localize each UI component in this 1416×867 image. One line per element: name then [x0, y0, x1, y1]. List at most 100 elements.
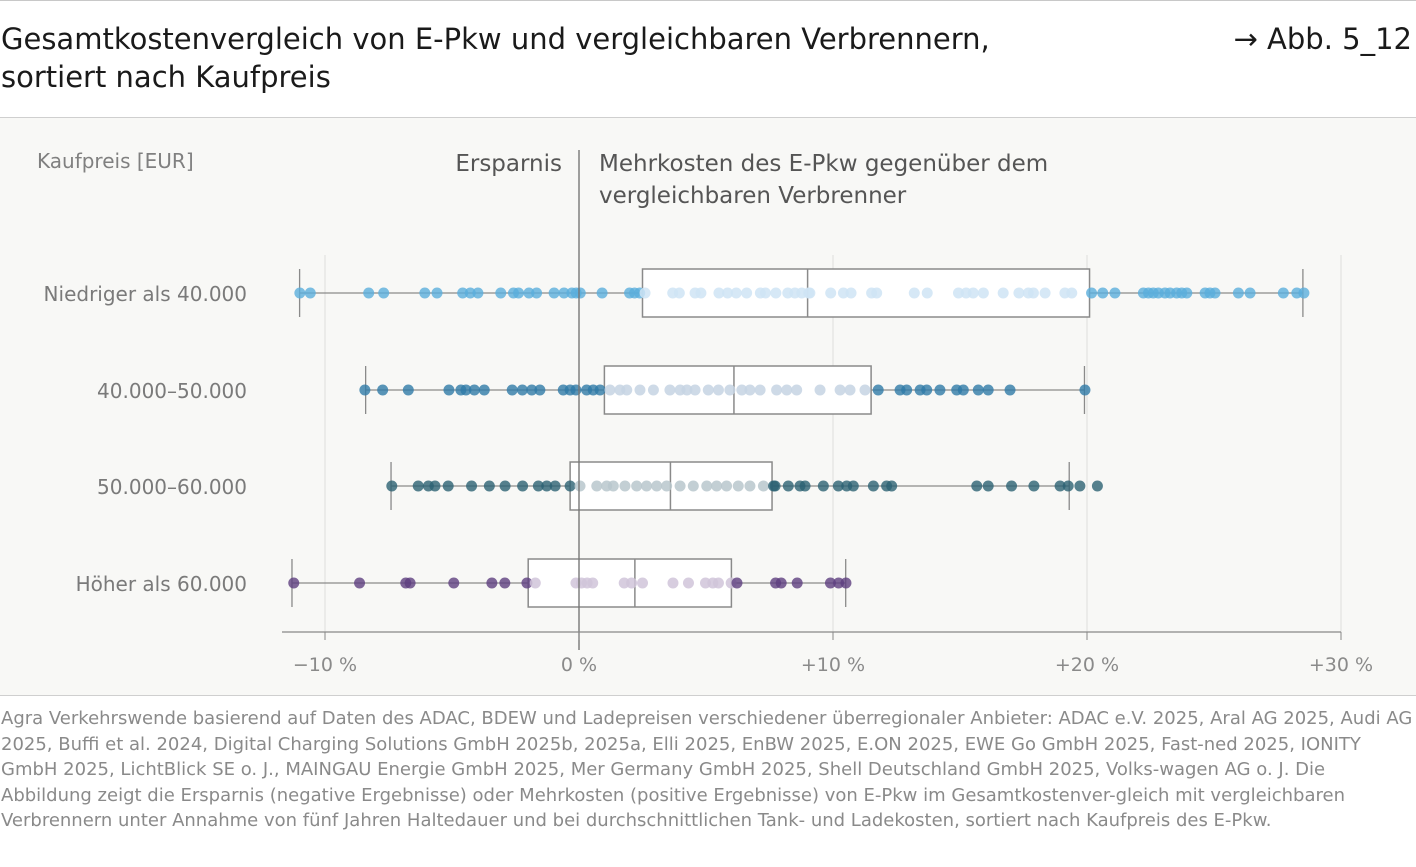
- data-point: [687, 480, 699, 492]
- data-point: [1004, 384, 1016, 396]
- data-point: [695, 287, 707, 299]
- data-point: [574, 287, 586, 299]
- data-point: [294, 287, 306, 299]
- data-point: [782, 480, 794, 492]
- data-point: [532, 480, 544, 492]
- y-axis-label: Kaufpreis [EUR]: [37, 149, 194, 173]
- data-point: [712, 384, 724, 396]
- data-point: [847, 480, 859, 492]
- data-point: [472, 287, 484, 299]
- data-point: [570, 384, 582, 396]
- data-point: [673, 287, 685, 299]
- data-point: [517, 480, 529, 492]
- category-label: Höher als 60.000: [76, 572, 247, 596]
- data-point: [596, 287, 608, 299]
- data-point: [1209, 287, 1221, 299]
- data-point: [804, 287, 816, 299]
- figure-reference: → Abb. 5_12: [1233, 22, 1412, 56]
- data-point: [921, 287, 933, 299]
- source-note: Agra Verkehrswende basierend auf Daten d…: [1, 708, 1413, 831]
- data-point: [674, 480, 686, 492]
- chart-title: Gesamtkostenvergleich von E-Pkw und verg…: [1, 20, 990, 96]
- data-point: [523, 287, 535, 299]
- data-point: [971, 480, 983, 492]
- data-point: [661, 480, 673, 492]
- data-point: [404, 577, 416, 589]
- data-point: [513, 287, 525, 299]
- data-point: [419, 287, 431, 299]
- data-point: [681, 384, 693, 396]
- data-point: [908, 287, 920, 299]
- data-point: [431, 287, 443, 299]
- data-point: [1232, 287, 1244, 299]
- data-point: [468, 384, 480, 396]
- data-point: [549, 480, 561, 492]
- data-point: [412, 480, 424, 492]
- data-point: [1244, 287, 1256, 299]
- data-point: [637, 577, 648, 589]
- data-point: [832, 480, 844, 492]
- data-point: [564, 480, 576, 492]
- x-tick-label: +20 %: [1055, 654, 1119, 676]
- data-point: [1062, 480, 1074, 492]
- data-point: [867, 480, 879, 492]
- data-point: [1006, 480, 1018, 492]
- data-point: [982, 480, 994, 492]
- data-point: [845, 287, 857, 299]
- savings-annotation: Ersparnis: [455, 151, 562, 177]
- data-point: [967, 287, 979, 299]
- data-point: [901, 384, 913, 396]
- data-point: [607, 480, 619, 492]
- data-point: [631, 480, 643, 492]
- data-point: [689, 384, 701, 396]
- data-point: [402, 384, 414, 396]
- data-point: [604, 384, 616, 396]
- data-point: [531, 287, 543, 299]
- data-point: [701, 480, 713, 492]
- x-axis: −10 % 0 % +10 % +20 % +30 %: [282, 631, 1373, 676]
- data-point: [529, 577, 541, 589]
- data-point: [521, 577, 533, 589]
- data-point: [791, 577, 803, 589]
- data-point: [506, 384, 518, 396]
- title-line-2: sortiert nach Kaufpreis: [1, 60, 331, 94]
- data-point: [558, 287, 570, 299]
- data-point: [634, 384, 646, 396]
- data-point: [621, 384, 633, 396]
- data-point: [639, 287, 651, 299]
- data-point: [886, 480, 898, 492]
- title-line-1: Gesamtkostenvergleich von E-Pkw und verg…: [1, 22, 990, 56]
- data-point: [711, 480, 723, 492]
- data-point: [1054, 480, 1066, 492]
- data-point: [771, 384, 783, 396]
- data-point: [859, 384, 871, 396]
- data-point: [825, 287, 837, 299]
- data-point: [834, 384, 846, 396]
- data-point: [1086, 287, 1098, 299]
- data-point: [982, 384, 994, 396]
- data-point: [541, 480, 553, 492]
- x-tick-label: −10 %: [293, 654, 357, 676]
- data-point: [591, 480, 603, 492]
- data-point: [1181, 287, 1193, 299]
- data-point: [744, 480, 756, 492]
- data-point: [871, 287, 883, 299]
- data-point: [1097, 287, 1109, 299]
- data-point: [730, 287, 742, 299]
- data-point: [594, 384, 606, 396]
- data-point: [304, 287, 316, 299]
- category-label: Niedriger als 40.000: [44, 282, 247, 306]
- extra-cost-annotation-line-1: Mehrkosten des E-Pkw gegenüber dem: [599, 151, 1048, 177]
- data-point: [977, 287, 989, 299]
- data-point: [499, 480, 511, 492]
- top-divider: [0, 0, 1416, 1]
- data-point: [359, 384, 371, 396]
- row-2: 40.000–50.000: [97, 365, 1091, 415]
- data-point: [526, 384, 538, 396]
- data-point: [664, 384, 676, 396]
- data-point: [574, 480, 586, 492]
- data-point: [516, 384, 528, 396]
- data-point: [712, 577, 724, 589]
- data-point: [443, 384, 455, 396]
- data-point: [667, 577, 679, 589]
